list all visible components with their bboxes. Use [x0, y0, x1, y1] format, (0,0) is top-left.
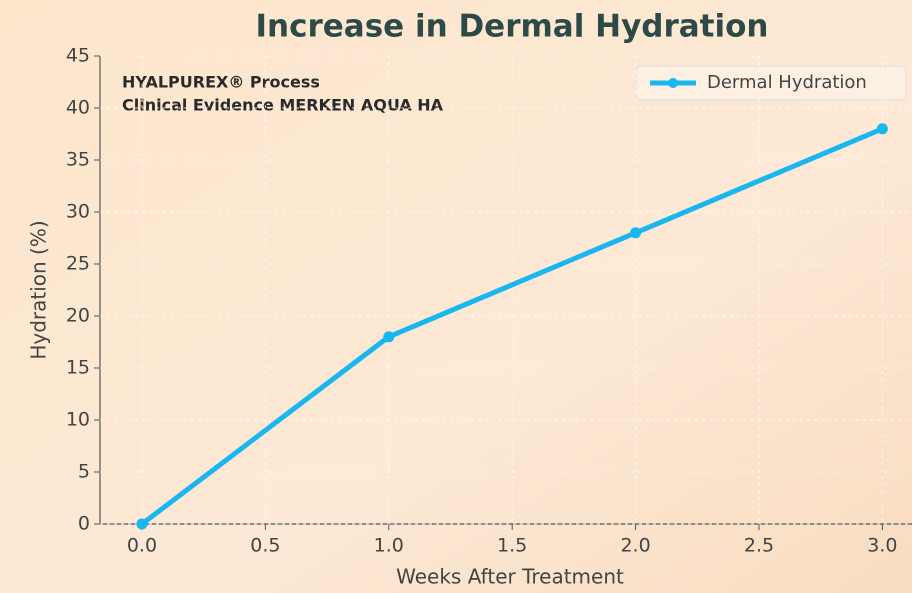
y-tick-label: 0	[78, 513, 90, 535]
data-point	[136, 518, 148, 530]
y-tick-label: 35	[66, 149, 90, 171]
data-point	[876, 123, 888, 135]
x-tick-label: 1.0	[374, 535, 404, 557]
annotation: Clinical Evidence MERKEN AQUA HA	[122, 96, 444, 115]
y-tick-label: 15	[66, 357, 90, 379]
legend	[635, 65, 907, 101]
data-line	[140, 126, 884, 526]
x-tick-label: 2.0	[620, 535, 650, 557]
y-tick-label: 20	[66, 305, 90, 327]
y-tick-label: 45	[66, 45, 90, 67]
y-tick-label: 40	[66, 97, 90, 119]
y-axis-label: Hydration (%)	[27, 220, 51, 359]
annotation: HYALPUREX® Process	[122, 73, 320, 92]
x-axis-label: Weeks After Treatment	[396, 565, 624, 589]
x-tick-label: 2.5	[744, 535, 774, 557]
data-point	[630, 227, 642, 239]
legend-label: Dermal Hydration	[707, 72, 867, 93]
x-tick-label: 0.5	[250, 535, 280, 557]
x-tick-label: 0.0	[127, 535, 157, 557]
legend-marker	[668, 78, 678, 88]
y-tick-label: 25	[66, 253, 90, 275]
y-tick-label: 30	[66, 201, 90, 223]
data-point	[383, 331, 395, 343]
x-tick-label: 1.5	[497, 535, 527, 557]
y-tick-label: 10	[66, 409, 90, 431]
x-tick-label: 3.0	[867, 535, 897, 557]
chart-title: Increase in Dermal Hydration	[255, 9, 768, 45]
y-tick-label: 5	[78, 461, 90, 483]
